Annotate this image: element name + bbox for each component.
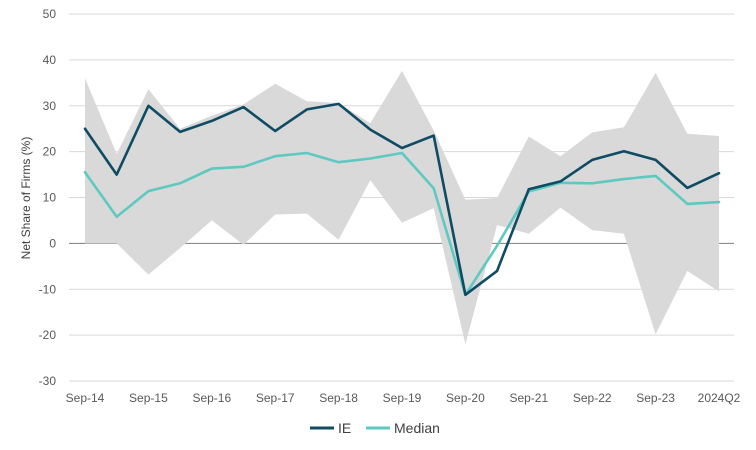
x-tick-label: Sep-17 bbox=[256, 391, 295, 405]
x-tick-label: Sep-23 bbox=[636, 391, 675, 405]
range-band bbox=[85, 70, 719, 345]
x-tick-labels: Sep-14 Sep-15 Sep-16 Sep-17 Sep-18 Sep-19 Sep-… bbox=[66, 391, 741, 405]
series-line-ie bbox=[83, 102, 721, 297]
range-band-area bbox=[85, 70, 719, 345]
y-tick-label: 0 bbox=[49, 236, 56, 250]
y-tick-label: -10 bbox=[39, 282, 57, 296]
x-tick-label: Sep-14 bbox=[66, 391, 105, 405]
x-tick-label: Sep-16 bbox=[192, 391, 231, 405]
legend: IE Median bbox=[310, 420, 440, 436]
legend-label-ie: IE bbox=[338, 420, 351, 436]
x-tick-label: 2024Q2 bbox=[698, 391, 741, 405]
series-lines bbox=[83, 102, 721, 297]
y-tick-label: 50 bbox=[43, 7, 57, 21]
x-tick-label: Sep-15 bbox=[129, 391, 168, 405]
x-tick-label: Sep-22 bbox=[573, 391, 612, 405]
x-tick-label: Sep-20 bbox=[446, 391, 485, 405]
y-tick-label: 30 bbox=[43, 99, 57, 113]
x-tick-label: Sep-21 bbox=[509, 391, 548, 405]
y-tick-labels: -30 -20 -10 0 10 20 30 40 50 bbox=[39, 7, 57, 388]
y-axis-label: Net Share of Firms (%) bbox=[19, 137, 33, 260]
y-tick-label: -20 bbox=[39, 328, 57, 342]
x-tick-label: Sep-19 bbox=[383, 391, 422, 405]
x-tick-label: Sep-18 bbox=[319, 391, 358, 405]
y-tick-label: 20 bbox=[43, 145, 57, 159]
legend-label-median: Median bbox=[394, 420, 440, 436]
y-tick-label: 40 bbox=[43, 53, 57, 67]
series-line-median bbox=[83, 151, 721, 297]
y-tick-label: -30 bbox=[39, 374, 57, 388]
y-tick-label: 10 bbox=[43, 191, 57, 205]
